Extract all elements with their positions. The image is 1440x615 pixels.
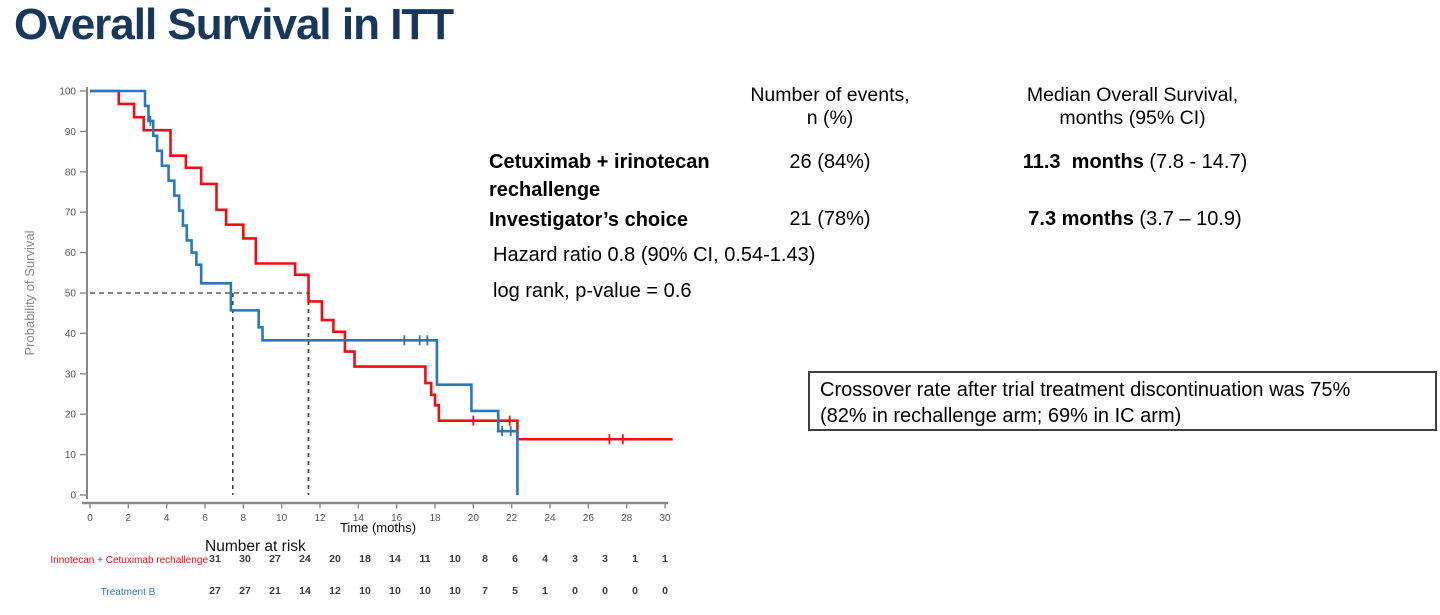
risk-value: 3 bbox=[602, 553, 608, 565]
risk-value: 10 bbox=[449, 553, 461, 565]
events-value-rechallenge: 26 (84%) bbox=[789, 151, 871, 173]
median-ci-investigator: (3.7 – 10.9) bbox=[1133, 208, 1242, 230]
km-curve-rechallenge bbox=[90, 89, 673, 441]
risk-value: 27 bbox=[239, 585, 251, 597]
row-label-rechallenge-line1: Cetuximab + irinotecan bbox=[489, 151, 710, 173]
row-label-rechallenge: Cetuximab + irinotecan rechallenge bbox=[489, 148, 749, 204]
risk-value: 8 bbox=[482, 553, 488, 565]
y-tick-label: 50 bbox=[65, 289, 77, 300]
crossover-callout-box: Crossover rate after trial treatment dis… bbox=[808, 371, 1437, 431]
risk-value: 0 bbox=[632, 585, 638, 597]
y-tick-label: 40 bbox=[65, 329, 77, 340]
x-tick-label: 18 bbox=[429, 513, 441, 524]
x-tick-label: 24 bbox=[544, 513, 556, 524]
y-tick-label: 70 bbox=[65, 208, 77, 219]
events-column-header: Number of events, n (%) bbox=[710, 84, 950, 130]
risk-value: 6 bbox=[512, 553, 518, 565]
median-column-header: Median Overall Survival, months (95% CI) bbox=[1000, 84, 1265, 130]
risk-value: 7 bbox=[482, 585, 488, 597]
log-rank-text: log rank, p-value = 0.6 bbox=[493, 280, 692, 302]
median-months-investigator: 7.3 months bbox=[1028, 208, 1134, 230]
x-axis-label: Time (moths) bbox=[339, 520, 417, 535]
km-curve-treatment-b bbox=[90, 89, 519, 495]
x-tick-label: 26 bbox=[583, 513, 595, 524]
risk-row-values-rechallenge: 31 30 27 24 20 18 14 11 10 8 6 4 3 3 1 1 bbox=[200, 553, 680, 565]
x-tick-label: 2 bbox=[126, 513, 132, 524]
row-label-investigator: Investigator’s choice bbox=[489, 206, 749, 234]
x-tick-label: 4 bbox=[164, 513, 170, 524]
risk-value: 12 bbox=[329, 585, 341, 597]
x-tick-label: 12 bbox=[314, 513, 326, 524]
risk-value: 0 bbox=[602, 585, 608, 597]
risk-value: 21 bbox=[269, 585, 281, 597]
risk-row-label-rechallenge: Irinotecan + Cetuximab rechallenge bbox=[50, 555, 208, 566]
median-header-line2: months (95% CI) bbox=[1059, 107, 1206, 129]
x-tick-label: 8 bbox=[241, 513, 247, 524]
page-title: Overall Survival in ITT bbox=[14, 0, 454, 49]
x-tick-label: 28 bbox=[621, 513, 633, 524]
risk-value: 5 bbox=[512, 585, 518, 597]
median-header-line1: Median Overall Survival, bbox=[1026, 84, 1239, 106]
y-tick-label: 90 bbox=[65, 127, 77, 138]
row-label-investigator-line1: Investigator’s choice bbox=[489, 209, 688, 231]
risk-value: 1 bbox=[662, 553, 668, 565]
risk-value: 1 bbox=[632, 553, 638, 565]
x-tick-label: 20 bbox=[468, 513, 480, 524]
risk-value: 10 bbox=[419, 585, 431, 597]
risk-value: 31 bbox=[209, 553, 221, 565]
x-tick-label: 14 bbox=[353, 513, 365, 524]
y-tick-label: 80 bbox=[65, 167, 77, 178]
number-at-risk-title: Number at risk bbox=[205, 538, 306, 555]
risk-value: 0 bbox=[572, 585, 578, 597]
x-tick-label: 0 bbox=[87, 513, 93, 524]
median-ci-rechallenge: (7.8 - 14.7) bbox=[1143, 151, 1248, 173]
risk-value: 1 bbox=[542, 585, 548, 597]
y-tick-label: 20 bbox=[65, 410, 77, 421]
risk-value: 30 bbox=[239, 553, 251, 565]
risk-value: 10 bbox=[389, 585, 401, 597]
risk-value: 3 bbox=[572, 553, 578, 565]
risk-value: 24 bbox=[299, 553, 311, 565]
x-tick-label: 16 bbox=[391, 513, 403, 524]
events-header-line1: Number of events, bbox=[750, 84, 910, 106]
median-value-investigator: 7.3 months (3.7 – 10.9) bbox=[985, 208, 1285, 231]
risk-value: 0 bbox=[662, 585, 668, 597]
risk-value: 14 bbox=[389, 553, 401, 565]
risk-value: 10 bbox=[449, 585, 461, 597]
events-value-investigator: 21 (78%) bbox=[789, 208, 871, 230]
risk-row-label-treatment-b: Treatment B bbox=[100, 587, 156, 598]
risk-value: 4 bbox=[542, 553, 548, 565]
y-tick-label: 100 bbox=[59, 87, 76, 98]
risk-value: 20 bbox=[329, 553, 341, 565]
crossover-line2: (82% in rechallenge arm; 69% in IC arm) bbox=[820, 405, 1182, 427]
x-tick-label: 22 bbox=[506, 513, 518, 524]
risk-row-values-treatment-b: 27 27 21 14 12 10 10 10 10 7 5 1 0 0 0 0 bbox=[200, 585, 680, 597]
crossover-line1: Crossover rate after trial treatment dis… bbox=[820, 379, 1351, 401]
risk-value: 14 bbox=[299, 585, 311, 597]
x-tick-label: 10 bbox=[276, 513, 288, 524]
y-tick-label: 0 bbox=[70, 491, 76, 502]
risk-value: 18 bbox=[359, 553, 371, 565]
risk-value: 10 bbox=[359, 585, 371, 597]
y-tick-label: 10 bbox=[65, 450, 77, 461]
y-tick-label: 30 bbox=[65, 369, 77, 380]
median-value-rechallenge: 11.3 months (7.8 - 14.7) bbox=[985, 151, 1285, 174]
median-months-rechallenge: 11.3 months bbox=[1022, 151, 1144, 173]
x-tick-label: 30 bbox=[659, 513, 671, 524]
row-label-rechallenge-line2: rechallenge bbox=[489, 179, 601, 201]
risk-value: 27 bbox=[209, 585, 221, 597]
hazard-ratio-text: Hazard ratio 0.8 (90% CI, 0.54-1.43) bbox=[493, 244, 816, 266]
risk-value: 27 bbox=[269, 553, 281, 565]
x-tick-label: 6 bbox=[202, 513, 208, 524]
events-header-line2: n (%) bbox=[806, 107, 854, 129]
risk-value: 11 bbox=[419, 553, 431, 565]
y-tick-label: 60 bbox=[65, 248, 77, 259]
